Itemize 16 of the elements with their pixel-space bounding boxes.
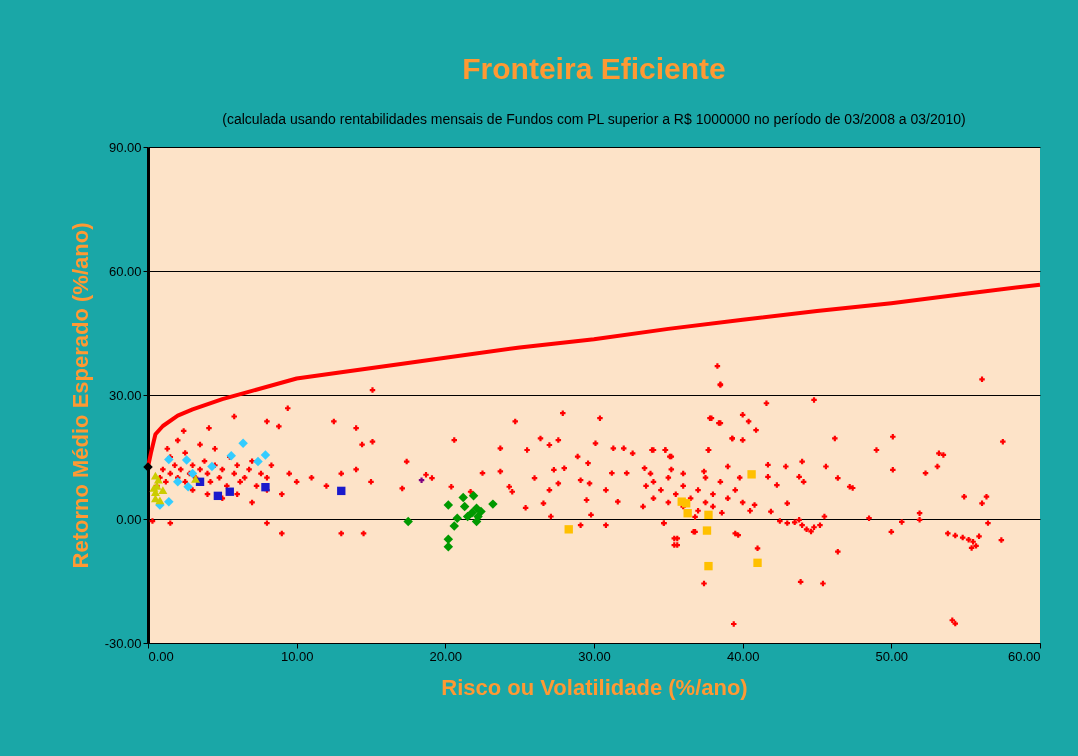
x-tick-label: 50.00: [875, 648, 909, 664]
y-tick-label: -30.00: [104, 635, 142, 651]
y-tick-label: 0.00: [116, 511, 142, 527]
y-tick-label: 60.00: [108, 263, 142, 279]
chart-title: Fronteira Eficiente: [462, 52, 726, 85]
x-tick-label: 30.00: [578, 648, 611, 664]
x-axis-title: Risco ou Volatilidade (%/ano): [441, 674, 748, 700]
x-tick-label: 10.00: [280, 648, 314, 664]
y-axis-title: Retorno Médio Esperado (%/ano): [67, 222, 93, 569]
x-tick-label: 20.00: [429, 648, 463, 664]
y-tick-label: 90.00: [108, 139, 142, 155]
y-tick-label: 30.00: [108, 387, 142, 403]
x-tick-label: 60.00: [1007, 648, 1041, 664]
x-tick-label: 0.00: [148, 648, 174, 664]
x-tick-label: 40.00: [726, 648, 760, 664]
chart-subtitle: (calculada usando rentabilidades mensais de Fundos com PL superior a R$ 1000000 no período de 03/2008 a 03/2010): [222, 111, 966, 127]
